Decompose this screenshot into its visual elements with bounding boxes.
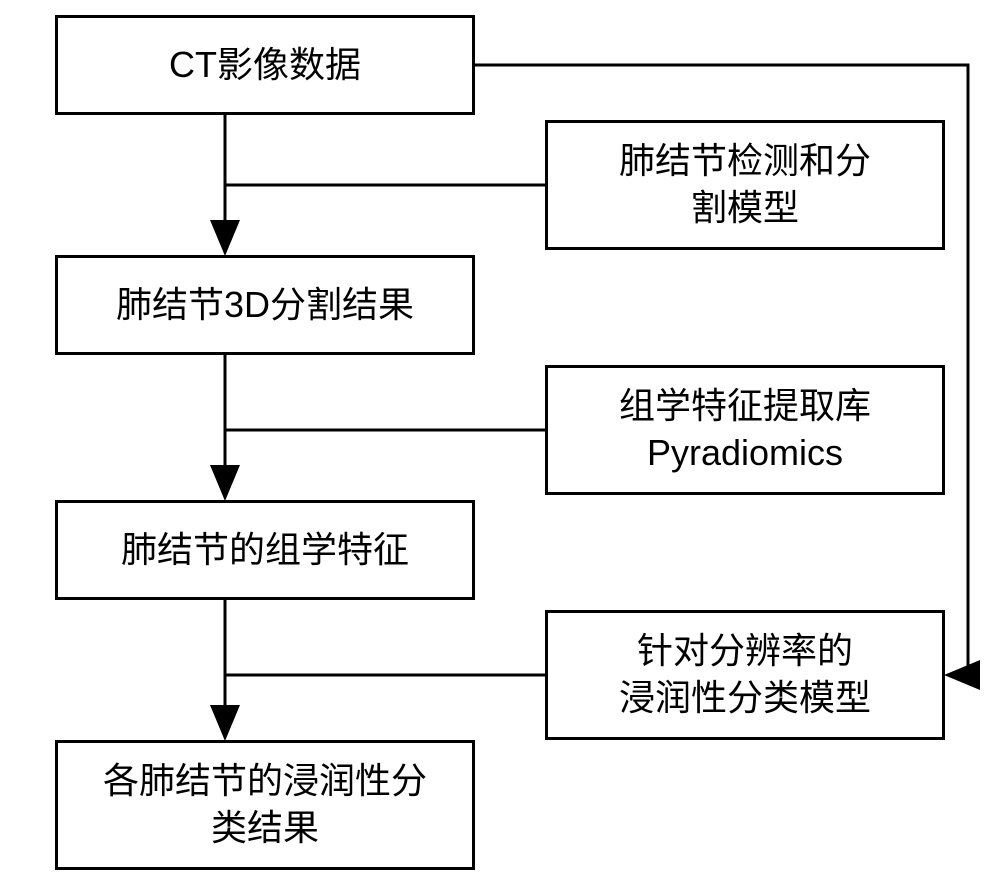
node-pyradiomics-library: 组学特征提取库Pyradiomics [545, 365, 945, 495]
node-3d-segmentation-result: 肺结节3D分割结果 [55, 255, 475, 355]
node-label: 肺结节3D分割结果 [116, 282, 414, 329]
node-classification-result: 各肺结节的浸润性分类结果 [55, 740, 475, 870]
flowchart-diagram: CT影像数据 肺结节3D分割结果 肺结节的组学特征 各肺结节的浸润性分类结果 肺… [0, 0, 1000, 885]
node-label: CT影像数据 [169, 42, 361, 89]
node-ct-image-data: CT影像数据 [55, 15, 475, 115]
node-detection-segmentation-model: 肺结节检测和分割模型 [545, 120, 945, 250]
node-label: 针对分辨率的浸润性分类模型 [619, 628, 871, 722]
node-label: 肺结节检测和分割模型 [619, 138, 871, 232]
node-label: 组学特征提取库Pyradiomics [619, 383, 871, 477]
node-label: 各肺结节的浸润性分类结果 [103, 758, 427, 852]
node-radiomics-features: 肺结节的组学特征 [55, 500, 475, 600]
node-label: 肺结节的组学特征 [121, 527, 409, 574]
node-infiltration-classification-model: 针对分辨率的浸润性分类模型 [545, 610, 945, 740]
